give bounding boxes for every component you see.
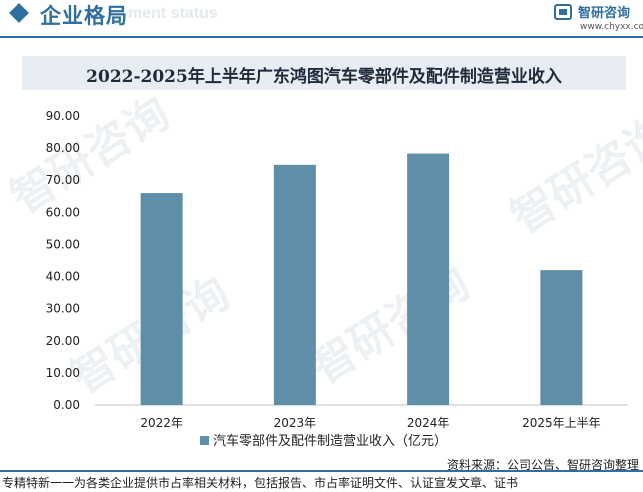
bar — [407, 153, 450, 405]
y-tick-label: 70.00 — [46, 173, 80, 187]
section-subtitle-ghost: ment status — [128, 5, 218, 22]
x-tick-label: 2023年 — [274, 416, 317, 430]
bar — [540, 270, 583, 405]
brand-logo-block: 智研咨询 www.chyxx.com — [554, 2, 643, 36]
y-tick-label: 40.00 — [46, 270, 80, 284]
x-tick-label: 2022年 — [140, 416, 183, 430]
bar — [140, 193, 183, 405]
y-tick-label: 50.00 — [46, 237, 80, 251]
footer-tagline: 专精特新一一为各类企业提供市占率相关材料，包括报告、市占率证明文件、认证宣发文章… — [2, 476, 519, 490]
brand-name: 智研咨询 — [578, 6, 631, 21]
brand-logo-icon — [554, 4, 572, 20]
x-tick-label: 2024年 — [407, 416, 450, 430]
header-divider — [0, 36, 643, 38]
bar — [273, 164, 316, 405]
header: 企业格局 ment status 智研咨询 www.chyxx.com — [0, 0, 643, 36]
legend-label: 汽车零部件及配件制造营业收入（亿元） — [213, 433, 447, 449]
source-note: 资料来源：公司公告、智研咨询整理 — [446, 458, 639, 472]
legend-swatch — [200, 436, 209, 445]
y-tick-label: 0.00 — [53, 398, 80, 412]
y-tick-label: 60.00 — [46, 205, 80, 219]
y-tick-label: 80.00 — [46, 141, 80, 155]
chart-title-band: 2022-2025年上半年广东鸿图汽车零部件及配件制造营业收入 — [22, 56, 626, 90]
x-tick-label: 2025年上半年 — [522, 416, 601, 430]
section-title: 企业格局 — [40, 4, 128, 28]
footer-divider — [0, 470, 643, 472]
y-tick-label: 10.00 — [46, 366, 80, 380]
chart-title: 2022-2025年上半年广东鸿图汽车零部件及配件制造营业收入 — [86, 67, 562, 87]
brand-url: www.chyxx.com — [580, 22, 643, 32]
y-tick-label: 30.00 — [46, 302, 80, 316]
y-tick-label: 90.00 — [46, 109, 80, 123]
y-tick-label: 20.00 — [46, 334, 80, 348]
